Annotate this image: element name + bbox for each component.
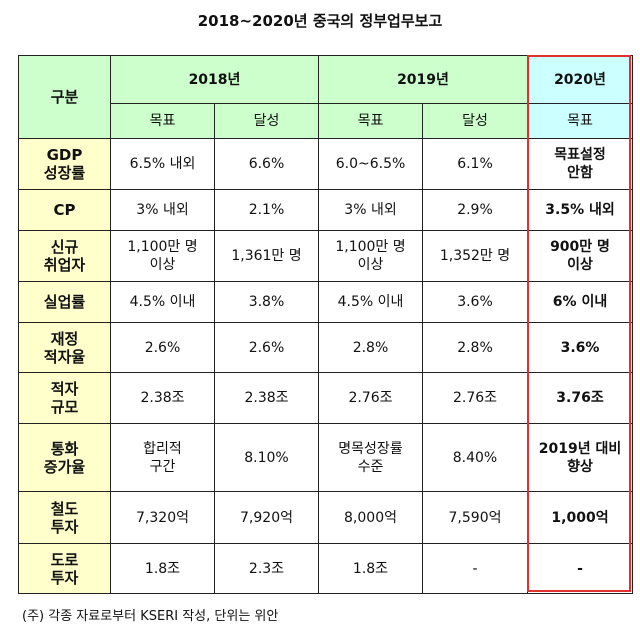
table-cell: -	[422, 543, 528, 594]
table-cell: 900만 명 이상	[527, 230, 633, 282]
table-cell: 8.40%	[422, 423, 528, 492]
row-label: 재정 적자율	[18, 322, 111, 373]
table-cell: 3.8%	[214, 281, 319, 323]
table-cell: 2.76조	[318, 372, 423, 424]
table-cell: 2.9%	[422, 189, 528, 231]
header-goal: 목표	[318, 103, 423, 139]
table-cell: 6.1%	[422, 138, 528, 190]
table-cell: 1,100만 명 이상	[110, 230, 215, 282]
header-achieved: 달성	[214, 103, 319, 139]
table-cell: 3.6%	[527, 322, 633, 373]
header-goal: 목표	[527, 103, 633, 139]
header-year-2018: 2018년	[110, 55, 319, 104]
table-row: 통화 증가율 합리적 구간 8.10% 명목성장률 수준 8.40% 2019년 대비 향…	[18, 423, 633, 492]
footnote: (주) 각종 자료로부터 KSERI 작성, 단위는 위안	[22, 609, 279, 624]
table-cell: 1.8조	[110, 543, 215, 594]
table-cell: 2.6%	[214, 322, 319, 373]
row-label: CP	[18, 189, 111, 231]
row-label: 실업률	[18, 281, 111, 323]
table-row: 실업률 4.5% 이내 3.8% 4.5% 이내 3.6% 6% 이내	[18, 281, 633, 323]
table-cell: 명목성장률 수준	[318, 423, 423, 492]
table-cell: 7,590억	[422, 491, 528, 544]
table-cell: 1.8조	[318, 543, 423, 594]
table-cell: 8,000억	[318, 491, 423, 544]
table-cell: 2.1%	[214, 189, 319, 231]
table-cell: 2.6%	[110, 322, 215, 373]
table-cell: 7,920억	[214, 491, 319, 544]
table-cell: 2.8%	[422, 322, 528, 373]
table-cell: 1,100만 명 이상	[318, 230, 423, 282]
table-cell: 6.5% 내외	[110, 138, 215, 190]
table-cell: 3.5% 내외	[527, 189, 633, 231]
table-cell: 3% 내외	[318, 189, 423, 231]
table-row: 적자 규모 2.38조 2.38조 2.76조 2.76조 3.76조	[18, 372, 633, 424]
header-year-2019: 2019년	[318, 55, 528, 104]
table-cell: 1,361만 명	[214, 230, 319, 282]
table-cell: 2.38조	[214, 372, 319, 424]
row-label: 철도 투자	[18, 491, 111, 544]
table-cell: 합리적 구간	[110, 423, 215, 492]
table-row: 신규 취업자 1,100만 명 이상 1,361만 명 1,100만 명 이상 1,35…	[18, 230, 633, 282]
header-category: 구분	[18, 55, 111, 139]
row-label: 신규 취업자	[18, 230, 111, 282]
table-cell: 3.6%	[422, 281, 528, 323]
header-achieved: 달성	[422, 103, 528, 139]
table-cell: 4.5% 이내	[318, 281, 423, 323]
table-row: 도로 투자 1.8조 2.3조 1.8조 - -	[18, 543, 633, 594]
table-cell: 6% 이내	[527, 281, 633, 323]
header-goal: 목표	[110, 103, 215, 139]
table-row: 재정 적자율 2.6% 2.6% 2.8% 2.8% 3.6%	[18, 322, 633, 373]
table-cell: 4.5% 이내	[110, 281, 215, 323]
header-year-2020: 2020년	[527, 55, 633, 104]
table-cell: 2.8%	[318, 322, 423, 373]
table-cell: 8.10%	[214, 423, 319, 492]
table-cell: 2.3조	[214, 543, 319, 594]
table-cell: 6.6%	[214, 138, 319, 190]
goals-table: 구분 2018년 2019년 2020년 목표 달성 목표 달성 목표 GDP …	[18, 55, 633, 594]
row-label: 도로 투자	[18, 543, 111, 594]
row-label: 적자 규모	[18, 372, 111, 424]
table-cell: 1,352만 명	[422, 230, 528, 282]
row-label: GDP 성장률	[18, 138, 111, 190]
table-row: CP 3% 내외 2.1% 3% 내외 2.9% 3.5% 내외	[18, 189, 633, 231]
row-label: 통화 증가율	[18, 423, 111, 492]
table-cell: 7,320억	[110, 491, 215, 544]
table-cell: 6.0~6.5%	[318, 138, 423, 190]
table-cell: 2019년 대비 향상	[527, 423, 633, 492]
table-cell: -	[527, 543, 633, 594]
table-cell: 3.76조	[527, 372, 633, 424]
table-cell: 목표설정 안함	[527, 138, 633, 190]
table-cell: 2.38조	[110, 372, 215, 424]
table-row: GDP 성장률 6.5% 내외 6.6% 6.0~6.5% 6.1% 목표설정 안함	[18, 138, 633, 190]
page-title: 2018~2020년 중국의 정부업무보고	[197, 12, 443, 30]
table-cell: 2.76조	[422, 372, 528, 424]
table-row: 철도 투자 7,320억 7,920억 8,000억 7,590억 1,000억	[18, 491, 633, 544]
table-cell: 3% 내외	[110, 189, 215, 231]
table-cell: 1,000억	[527, 491, 633, 544]
